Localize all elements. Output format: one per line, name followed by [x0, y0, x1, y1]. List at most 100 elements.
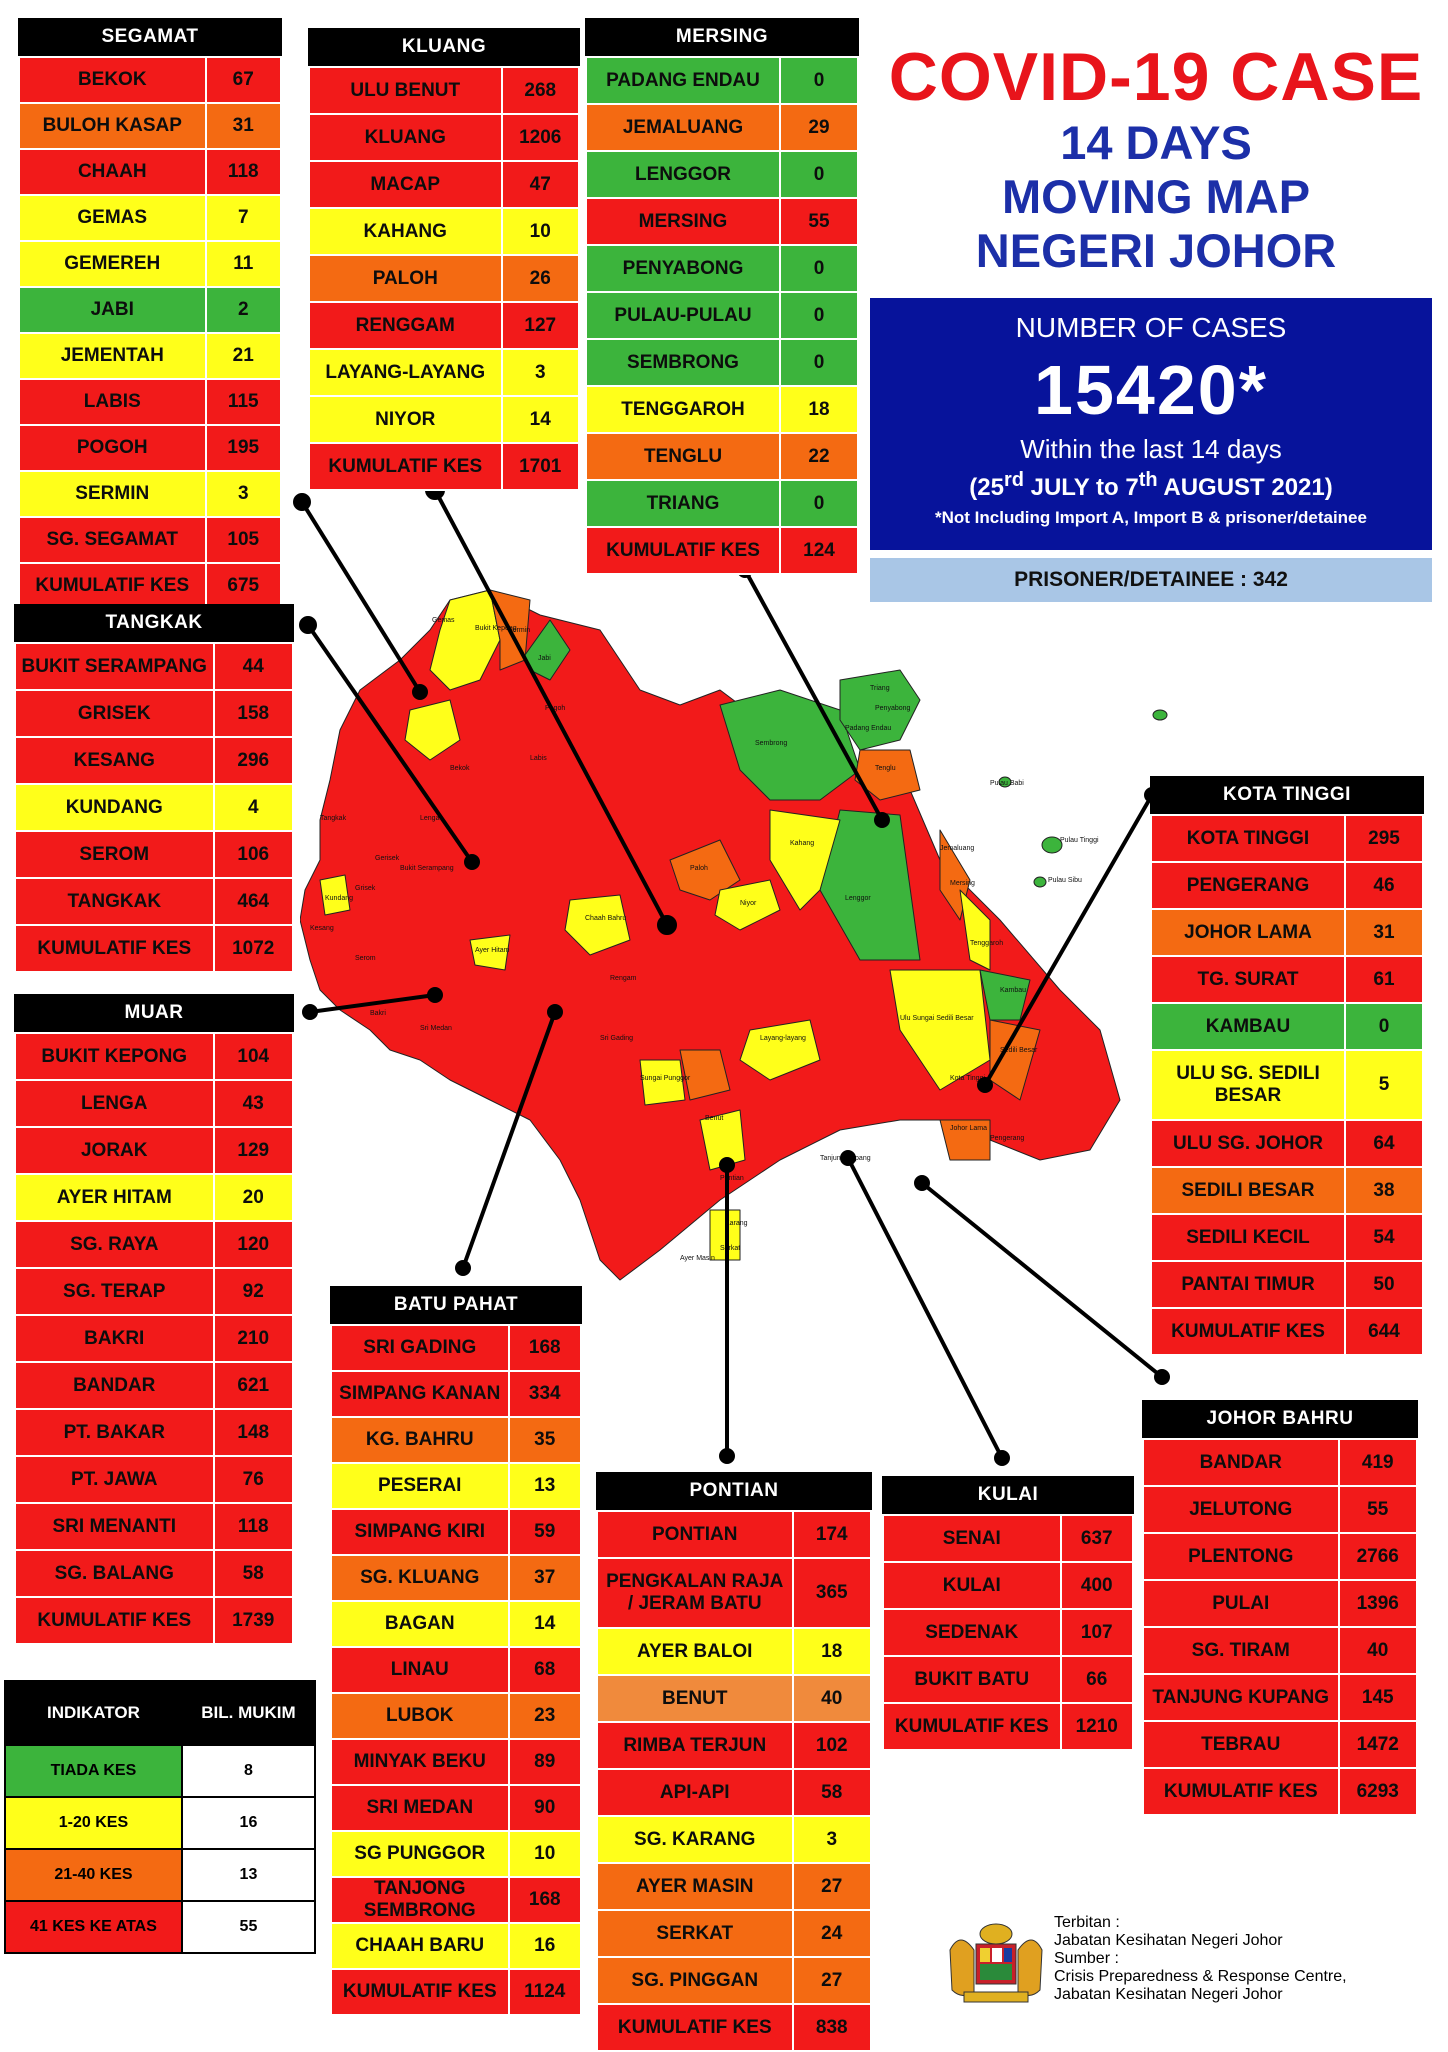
locality-name: PULAU-PULAU [585, 291, 781, 340]
locality-name: BUKIT SERAMPANG [14, 642, 215, 691]
case-count: 3 [791, 1815, 872, 1864]
table-row: AYER BALOI 18 [596, 1627, 872, 1676]
case-count: 838 [791, 2003, 872, 2052]
district-table-kota-tinggi: KOTA TINGGI KOTA TINGGI 295 PENGERANG 46 JOH… [1150, 776, 1424, 1356]
table-row: PENYABONG 0 [585, 244, 859, 293]
table-row: KUNDANG 4 [14, 783, 294, 832]
locality-name: SRI MENANTI [14, 1502, 215, 1551]
locality-name: SIMPANG KIRI [330, 1508, 510, 1556]
map-place-label: Jabi [538, 655, 551, 662]
locality-name: TENGGAROH [585, 385, 781, 434]
case-count: 295 [1344, 814, 1424, 863]
case-count: 50 [1344, 1260, 1424, 1309]
district-rows: PONTIAN 174 PENGKALAN RAJA / JERAM BATU 365… [596, 1510, 872, 2052]
locality-name: TRIANG [585, 479, 781, 528]
table-row: MERSING 55 [585, 197, 859, 246]
district-header: TANGKAK [14, 604, 294, 642]
case-count: 92 [212, 1267, 294, 1316]
case-count: 158 [212, 689, 294, 738]
case-count: 168 [507, 1324, 582, 1372]
locality-name: SG. TIRAM [1142, 1626, 1340, 1675]
case-count: 24 [791, 1909, 872, 1958]
table-row: SERMIN 3 [18, 470, 282, 518]
case-count: 37 [507, 1554, 582, 1602]
locality-name: JELUTONG [1142, 1485, 1340, 1534]
legend-row: 21-40 KES 13 [4, 1848, 317, 1902]
case-count: 0 [779, 479, 859, 528]
table-row: PONTIAN 174 [596, 1510, 872, 1559]
district-rows: BANDAR 419 JELUTONG 55 PLENTONG 2766 PULAI 1396… [1142, 1438, 1418, 1816]
locality-name: LAYANG-LAYANG [308, 348, 503, 397]
cases-within: Within the last 14 days [1020, 434, 1282, 464]
table-row: KLUANG 1206 [308, 113, 580, 162]
locality-name: MINYAK BEKU [330, 1738, 510, 1786]
period-start-month: JULY to [1030, 474, 1126, 501]
table-row: SG. TIRAM 40 [1142, 1626, 1418, 1675]
map-place-label: Sri Gading [600, 1035, 633, 1042]
table-row: LAYANG-LAYANG 3 [308, 348, 580, 397]
table-row: TENGLU 22 [585, 432, 859, 481]
case-count: 120 [212, 1220, 294, 1269]
map-place-label: Kesang [310, 925, 334, 932]
map-place-label: Sri Medan [420, 1025, 452, 1032]
district-header: BATU PAHAT [330, 1286, 582, 1324]
locality-name: BEKOK [18, 56, 207, 104]
legend: INDIKATOR BIL. MUKIM TIADA KES 8 1-20 KE… [4, 1680, 317, 1954]
case-count: 1701 [500, 442, 580, 491]
cases-period: (25rd JULY to 7th AUGUST 2021) [969, 469, 1333, 501]
case-count: 0 [779, 338, 859, 387]
case-count: 118 [204, 148, 282, 196]
case-count: 464 [212, 877, 294, 926]
table-row: CHAAH 118 [18, 148, 282, 196]
case-count: 40 [791, 1674, 872, 1723]
district-header: MERSING [585, 18, 859, 56]
map-place-label: Labis [530, 755, 547, 762]
case-count: 0 [779, 150, 859, 199]
locality-name: KUMULATIF KES [14, 1596, 215, 1645]
map-place-label: Grisek [355, 885, 376, 892]
locality-name: CHAAH [18, 148, 207, 196]
locality-name: JEMENTAH [18, 332, 207, 380]
map-place-label: Kundang [325, 895, 353, 902]
map-region-kahang [769, 809, 841, 911]
locality-name: KOTA TINGGI [1150, 814, 1346, 863]
locality-name: BUKIT KEPONG [14, 1032, 215, 1081]
locality-name: SG. KARANG [596, 1815, 794, 1864]
locality-name: BENUT [596, 1674, 794, 1723]
locality-name: KUNDANG [14, 783, 215, 832]
table-row: PT. JAWA 76 [14, 1455, 294, 1504]
locality-name: BAKRI [14, 1314, 215, 1363]
table-row: LINAU 68 [330, 1646, 582, 1694]
locality-name: JABI [18, 286, 207, 334]
cases-total: 15420* [1034, 351, 1268, 429]
table-row: BULOH KASAP 31 [18, 102, 282, 150]
map-place-label: Tenglu [875, 765, 896, 772]
locality-name: LABIS [18, 378, 207, 426]
legend-count: 55 [180, 1900, 317, 1954]
map-island-pulau-sibu [1033, 876, 1047, 888]
locality-name: BULOH KASAP [18, 102, 207, 150]
table-row: PANTAI TIMUR 50 [1150, 1260, 1424, 1309]
table-row: JORAK 129 [14, 1126, 294, 1175]
case-count: 18 [791, 1627, 872, 1676]
case-count: 35 [507, 1416, 582, 1464]
table-row: API-API 58 [596, 1768, 872, 1817]
table-row: TG. SURAT 61 [1150, 955, 1424, 1004]
map-place-label: Johor Lama [950, 1125, 987, 1132]
case-count: 1472 [1337, 1720, 1418, 1769]
period-end-month: AUGUST 2021) [1163, 474, 1333, 501]
title-block: COVID-19 CASE 14 DAYS MOVING MAP NEGERI … [866, 38, 1446, 278]
table-row: AYER HITAM 20 [14, 1173, 294, 1222]
locality-name: TANJONG SEMBRONG [330, 1876, 510, 1924]
table-row: KUMULATIF KES 1210 [882, 1702, 1134, 1751]
map-place-label: Kahang [790, 840, 814, 847]
case-count: 4 [212, 783, 294, 832]
locality-name: PENYABONG [585, 244, 781, 293]
locality-name: PANTAI TIMUR [1150, 1260, 1346, 1309]
locality-name: PLENTONG [1142, 1532, 1340, 1581]
table-row: SEDILI BESAR 38 [1150, 1166, 1424, 1215]
case-count: 18 [779, 385, 859, 434]
case-count: 115 [204, 378, 282, 426]
district-table-mersing: MERSING PADANG ENDAU 0 JEMALUANG 29 LENGGOR 0… [585, 18, 859, 575]
malaysia-coat-of-arms-icon [949, 1923, 1043, 2003]
